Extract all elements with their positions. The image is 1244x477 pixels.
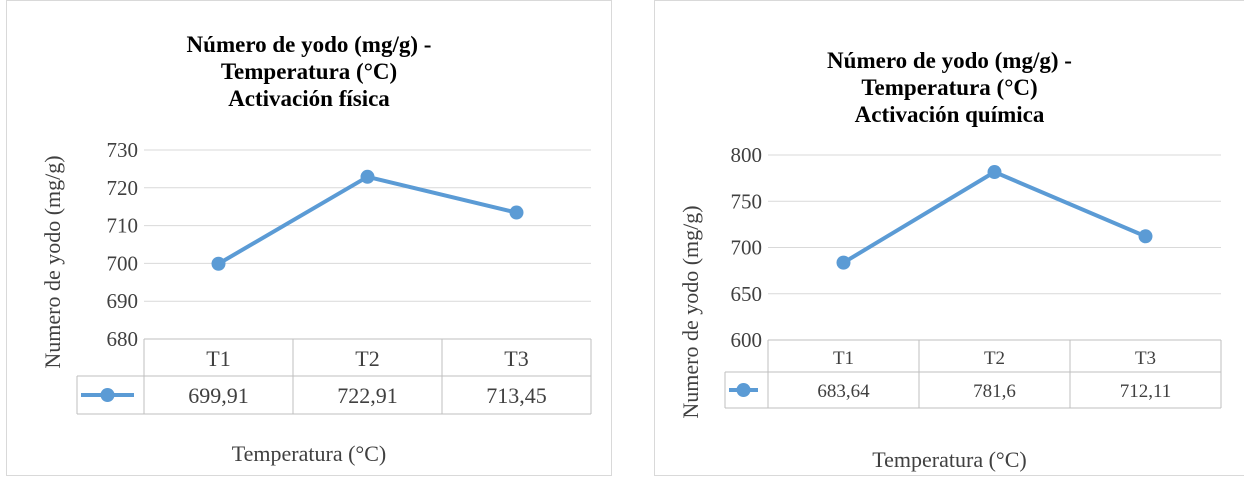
- series-line: [217, 174, 517, 266]
- plot-area: 600 650 700 750 800 T1 T2 T3 683,64 781,6 712,11: [724, 143, 1222, 409]
- x-tick-label: T3: [504, 346, 528, 371]
- data-point: [509, 205, 524, 220]
- data-table-value: 699,91: [188, 383, 249, 408]
- data-table-value: 781,6: [973, 381, 1016, 402]
- data-table-value: 683,64: [817, 381, 870, 402]
- y-tick-label: 690: [107, 289, 139, 313]
- data-point: [836, 255, 851, 270]
- data-table-value: 713,45: [486, 383, 547, 408]
- data-table-value: 722,91: [337, 383, 398, 408]
- y-tick-label: 710: [107, 214, 139, 238]
- data-point: [987, 165, 1002, 180]
- x-tick-label: T2: [355, 346, 379, 371]
- y-tick-label: 650: [731, 282, 763, 306]
- chart-title-line: Activación física: [228, 86, 390, 111]
- x-tick-label: T1: [833, 348, 854, 369]
- y-tick-label: 730: [107, 138, 139, 162]
- legend-marker: [100, 388, 115, 402]
- y-tick-label: 700: [731, 236, 763, 260]
- y-tick-label: 680: [107, 327, 139, 351]
- data-point: [1138, 229, 1153, 244]
- chart-title-line: Número de yodo (mg/g) -: [827, 48, 1072, 73]
- y-tick-label: 720: [107, 176, 139, 200]
- y-tick-label: 600: [731, 328, 763, 352]
- y-tick-label: 700: [107, 251, 139, 275]
- y-tick-label: 750: [731, 189, 763, 213]
- chart-title-line: Activación química: [854, 102, 1045, 127]
- data-point: [360, 169, 375, 184]
- chart-title: Número de yodo (mg/g) - Temperatura (°C)…: [7, 31, 611, 112]
- x-tick-label: T3: [1135, 348, 1156, 369]
- chart-title-line: Temperatura (°C): [220, 59, 398, 84]
- chart-panel-fisica: Número de yodo (mg/g) - Temperatura (°C)…: [6, 0, 612, 476]
- series-line: [842, 170, 1147, 265]
- x-axis-label: Temperatura (°C): [231, 441, 387, 466]
- data-table-value: 712,11: [1120, 381, 1172, 402]
- x-axis-label: Temperatura (°C): [872, 447, 1027, 472]
- x-tick-label: T2: [984, 348, 1005, 369]
- data-point: [211, 256, 226, 271]
- legend-marker: [736, 383, 751, 397]
- plot-area: 680 690 700 710 720 730 T1 T2 T3 699,91 722,91 713,…: [76, 138, 592, 415]
- chart-title: Número de yodo (mg/g) - Temperatura (°C)…: [655, 47, 1244, 128]
- chart-title-line: Temperatura (°C): [861, 75, 1038, 100]
- x-tick-label: T1: [206, 346, 230, 371]
- y-tick-label: 800: [731, 143, 763, 167]
- chart-panel-quimica: Número de yodo (mg/g) - Temperatura (°C)…: [654, 0, 1244, 476]
- chart-title-line: Número de yodo (mg/g) -: [186, 32, 432, 57]
